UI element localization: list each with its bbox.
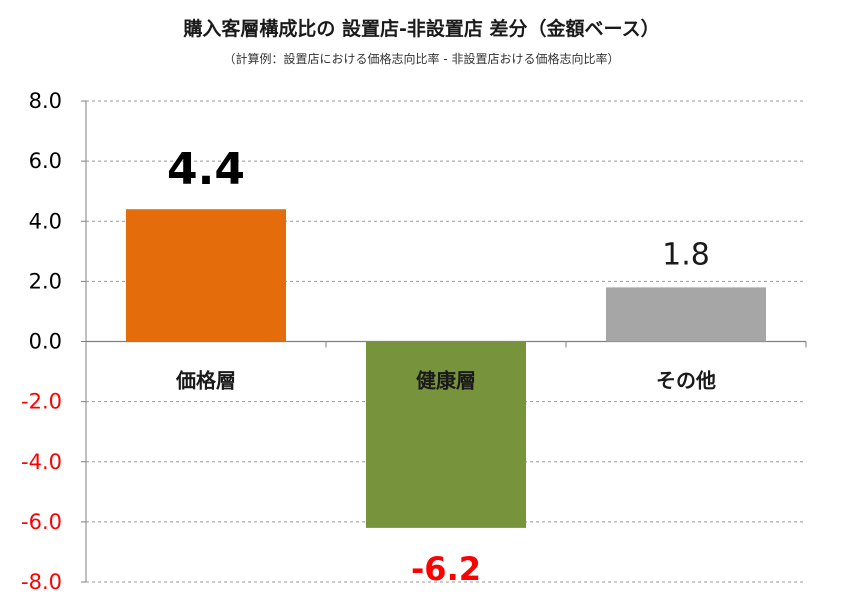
- y-tick-label: -8.0: [21, 570, 62, 594]
- labels: 価格層 健康層 その他 4.4 -6.2 1.8: [167, 144, 716, 588]
- bars: [126, 209, 766, 528]
- data-label: 1.8: [662, 237, 710, 272]
- chart-title: 購入客層構成比の 設置店-非設置店 差分（金額ベース）: [183, 18, 660, 40]
- bar: [366, 341, 526, 528]
- category-label: その他: [656, 369, 716, 393]
- y-tick-label: 4.0: [29, 209, 62, 233]
- y-tick-label: 2.0: [29, 269, 62, 293]
- y-tick-label: 6.0: [29, 149, 62, 173]
- y-tick-label: 0.0: [29, 330, 62, 354]
- y-tick-label: 8.0: [29, 89, 62, 113]
- data-label: -6.2: [411, 550, 481, 588]
- y-tick-label: -4.0: [21, 450, 62, 474]
- category-label: 健康層: [416, 369, 476, 393]
- chart-subtitle: （計算例：設置店における価格志向比率 - 非設置店おける価格志向比率）: [223, 52, 620, 66]
- bar: [126, 209, 286, 342]
- y-tick-label: -6.0: [21, 510, 62, 534]
- y-tick-label: -2.0: [21, 390, 62, 414]
- y-axis: 8.0 6.0 4.0 2.0 0.0 -2.0 -4.0 -6.0 -8.0: [21, 89, 807, 594]
- category-label: 価格層: [175, 369, 236, 393]
- data-label: 4.4: [167, 144, 245, 195]
- bar: [606, 287, 766, 342]
